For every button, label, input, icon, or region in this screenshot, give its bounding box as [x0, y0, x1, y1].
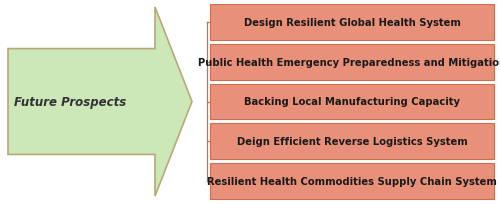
FancyBboxPatch shape [210, 124, 494, 159]
FancyBboxPatch shape [210, 163, 494, 199]
Text: Resilient Health Commodities Supply Chain System: Resilient Health Commodities Supply Chai… [207, 176, 497, 186]
FancyBboxPatch shape [210, 84, 494, 120]
Text: Design Resilient Global Health System: Design Resilient Global Health System [244, 18, 460, 28]
Polygon shape [8, 8, 192, 196]
Text: Public Health Emergency Preparedness and Mitigation: Public Health Emergency Preparedness and… [198, 57, 500, 67]
Text: Future Prospects: Future Prospects [14, 95, 126, 109]
FancyBboxPatch shape [210, 5, 494, 41]
Text: Deign Efficient Reverse Logistics System: Deign Efficient Reverse Logistics System [236, 137, 468, 147]
Text: Backing Local Manufacturing Capacity: Backing Local Manufacturing Capacity [244, 97, 460, 107]
FancyBboxPatch shape [210, 45, 494, 80]
